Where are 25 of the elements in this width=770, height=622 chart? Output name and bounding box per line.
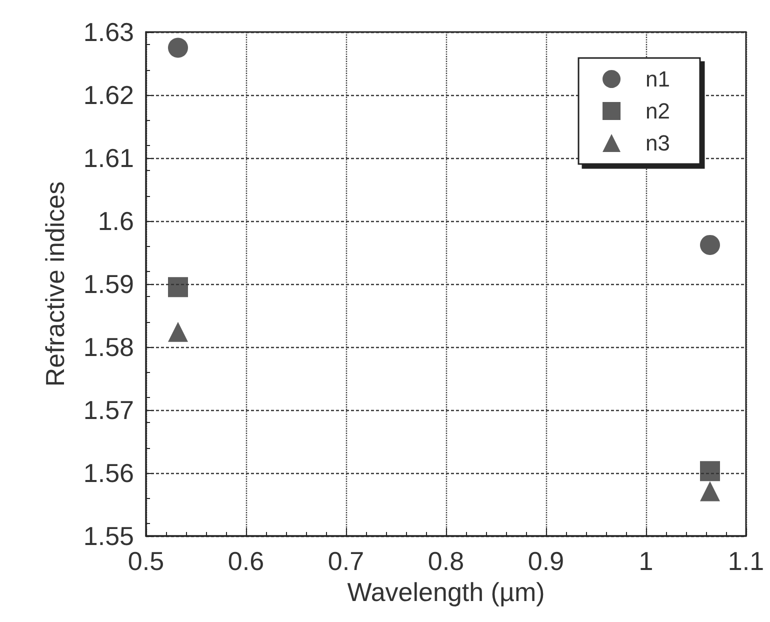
y-tick-label: 1.6 (98, 206, 134, 236)
x-tick-label: 0.9 (528, 546, 564, 576)
point (700, 461, 720, 482)
x-axis-title: Wavelength (µm) (347, 576, 545, 607)
point (168, 277, 188, 298)
y-tick-label: 1.59 (83, 269, 134, 299)
y-tick-label: 1.57 (83, 395, 134, 425)
point (168, 38, 188, 58)
y-tick-label: 1.61 (83, 143, 134, 173)
legend-label: n3 (646, 130, 670, 156)
y-axis-title: Refractive indices (40, 181, 70, 387)
legend-label: n1 (646, 66, 670, 92)
point (168, 322, 188, 342)
point (700, 234, 720, 255)
x-tick-label: 0.8 (428, 546, 464, 576)
x-tick-label: 1 (638, 546, 654, 576)
y-tick-label: 1.63 (83, 17, 134, 47)
x-tick-label: 1.1 (728, 546, 764, 576)
y-tick-label: 1.56 (83, 458, 134, 488)
y-tick-label: 1.62 (83, 80, 134, 110)
point (700, 481, 720, 502)
x-tick-label: 0.7 (328, 546, 364, 576)
y-tick-label: 1.58 (83, 332, 134, 362)
x-tick-label: 0.6 (228, 546, 264, 576)
legend-label: n2 (646, 98, 670, 124)
